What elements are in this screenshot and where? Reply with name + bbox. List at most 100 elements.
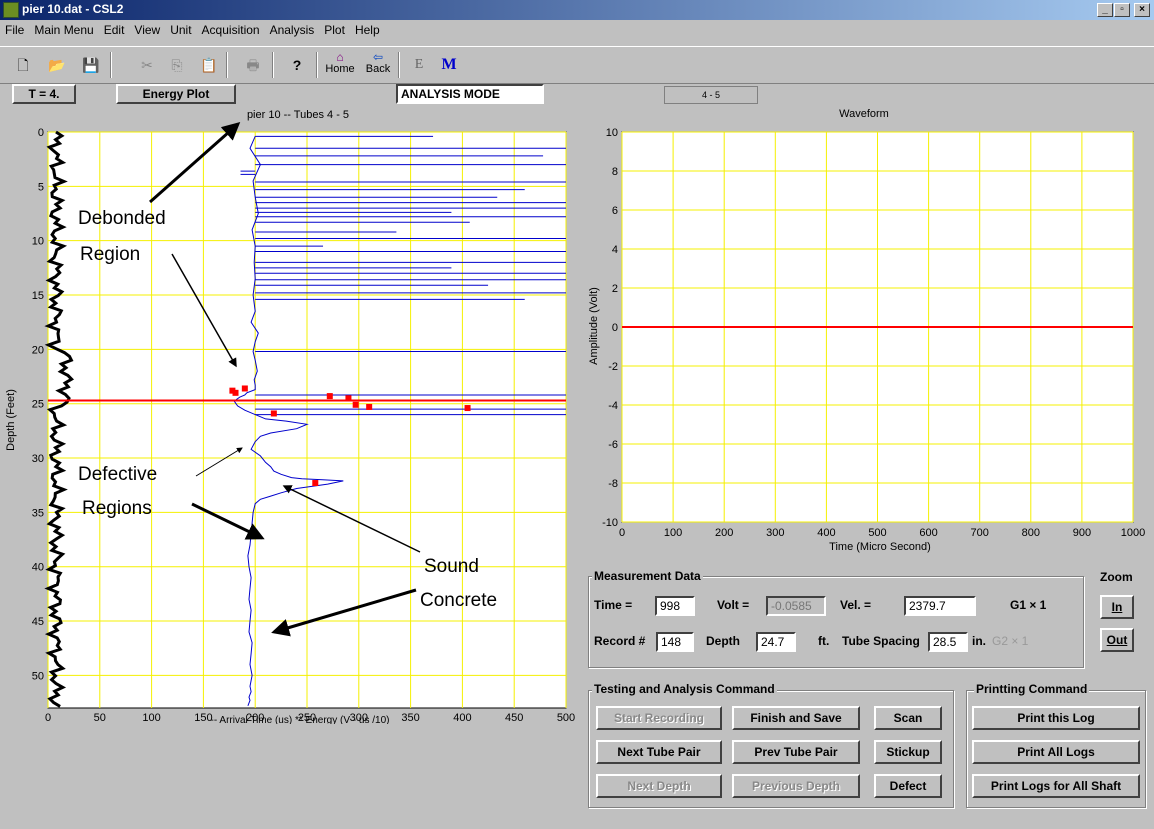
waveform-y-axis-label: Amplitude (Volt) [588, 287, 600, 365]
y-tick-label: -10 [602, 517, 618, 529]
y-axis-label: Depth (Feet) [5, 389, 17, 451]
save-icon[interactable]: 💾 [82, 57, 100, 73]
mode-label: ANALYSIS MODE [396, 84, 544, 104]
annotation-arrow [195, 447, 243, 477]
t-button[interactable]: T = 4. [12, 84, 76, 104]
annotation-defective-line1: Defective [78, 464, 157, 485]
minimize-button[interactable]: _ [1097, 3, 1113, 17]
y-tick-label: 2 [612, 283, 618, 295]
menu-acquisition[interactable]: Acquisition [201, 23, 260, 37]
x-tick-label: 100 [664, 527, 682, 539]
home-label: Home [325, 63, 355, 75]
scan-button[interactable]: Scan [874, 706, 942, 730]
y-tick-label: 8 [612, 166, 618, 178]
defect-point [326, 393, 333, 400]
maximize-button[interactable]: ▫ [1114, 3, 1130, 17]
help-icon[interactable]: ? [292, 57, 302, 73]
prev-tube-pair-button[interactable]: Prev Tube Pair [732, 740, 860, 764]
menu-analysis[interactable]: Analysis [269, 23, 315, 37]
spacing-label: Tube Spacing [842, 634, 920, 648]
annotation-defective-line2: Regions [82, 498, 152, 519]
zoom-in-button[interactable]: In [1100, 595, 1134, 619]
x-tick-label: 400 [817, 527, 835, 539]
y-tick-label: -8 [608, 478, 618, 490]
defect-button[interactable]: Defect [874, 774, 942, 798]
print-all-logs-button[interactable]: Print All Logs [972, 740, 1140, 764]
x-tick-label: 50 [94, 712, 106, 724]
x-tick-label: 200 [246, 712, 264, 724]
menu-main-menu[interactable]: Main Menu [34, 23, 94, 37]
open-folder-icon[interactable]: 📂 [48, 57, 66, 73]
print-this-log-button[interactable]: Print this Log [972, 706, 1140, 730]
x-tick-label: 1000 [1121, 527, 1145, 539]
menu-view[interactable]: View [134, 23, 161, 37]
x-tick-label: 250 [298, 712, 316, 724]
annotation-arrow [191, 502, 265, 540]
x-tick-label: 500 [557, 712, 575, 724]
y-tick-label: 50 [32, 670, 44, 682]
energy-plot-button[interactable]: Energy Plot [116, 84, 236, 104]
velocity-field[interactable]: 2379.7 [904, 596, 976, 616]
menu-plot[interactable]: Plot [324, 23, 345, 37]
volt-field: -0.0585 [766, 596, 826, 616]
e-button[interactable]: E [414, 57, 424, 72]
menu-bar: File Main Menu Edit View Unit Acquisition Anal… [0, 21, 1154, 41]
x-tick-label: 0 [619, 527, 625, 539]
vel-label: Vel. = [840, 598, 872, 612]
y-tick-label: 35 [32, 507, 44, 519]
next-depth-button[interactable]: Next Depth [596, 774, 722, 798]
y-tick-label: 30 [32, 453, 44, 465]
m-button[interactable]: M [441, 56, 457, 73]
spacing-field[interactable]: 28.5 [928, 632, 968, 652]
y-tick-label: 0 [38, 127, 44, 139]
menu-help[interactable]: Help [354, 23, 380, 37]
x-tick-label: 150 [194, 712, 212, 724]
previous-depth-button[interactable]: Previous Depth [732, 774, 860, 798]
tube-indicator: 4 - 5 [664, 86, 758, 104]
time-field[interactable]: 998 [655, 596, 695, 616]
start-recording-button[interactable]: Start Recording [596, 706, 722, 730]
annotation-arrow [149, 122, 241, 204]
x-tick-label: 900 [1073, 527, 1091, 539]
zoom-out-button[interactable]: Out [1100, 628, 1134, 652]
new-file-icon[interactable]: 🗋 [17, 57, 29, 73]
home-icon: ⌂ [336, 50, 344, 64]
g2-label: G2 × 1 [992, 634, 1029, 648]
y-tick-label: 25 [32, 399, 44, 411]
y-tick-label: 4 [612, 244, 618, 256]
menu-file[interactable]: File [5, 23, 25, 37]
cut-icon[interactable]: ✂ [141, 57, 153, 73]
back-button[interactable]: ⇦ Back [362, 51, 394, 79]
copy-icon[interactable]: ⎘ [171, 57, 183, 73]
annotation-debonded-line2: Region [80, 244, 140, 265]
back-arrow-icon: ⇦ [372, 50, 384, 64]
finish-save-button[interactable]: Finish and Save [732, 706, 860, 730]
zoom-title: Zoom [1100, 570, 1133, 584]
x-tick-label: 0 [45, 712, 51, 724]
menu-unit[interactable]: Unit [170, 23, 192, 37]
g1-label: G1 × 1 [1010, 598, 1047, 612]
record-field[interactable]: 148 [656, 632, 694, 652]
annotation-debonded-line1: Debonded [78, 208, 166, 229]
paste-icon[interactable]: 📋 [200, 57, 218, 73]
depth-field[interactable]: 24.7 [756, 632, 796, 652]
back-label: Back [365, 63, 391, 75]
stickup-button[interactable]: Stickup [874, 740, 942, 764]
print-icon[interactable]: 🖶 [246, 57, 260, 73]
x-tick-label: 400 [453, 712, 471, 724]
y-tick-label: 0 [612, 322, 618, 334]
close-button[interactable]: × [1134, 3, 1150, 17]
home-button[interactable]: ⌂ Home [324, 51, 356, 79]
printing-title: Printting Command [974, 682, 1090, 696]
menu-edit[interactable]: Edit [103, 23, 125, 37]
print-logs-all-shaft-button[interactable]: Print Logs for All Shaft [972, 774, 1140, 798]
next-tube-pair-button[interactable]: Next Tube Pair [596, 740, 722, 764]
annotation-arrow [282, 485, 421, 553]
defect-point [229, 387, 236, 394]
waveform-title: Waveform [839, 108, 889, 120]
y-tick-label: 40 [32, 562, 44, 574]
waveform-x-axis-label: Time (Micro Second) [829, 541, 931, 553]
defect-point [241, 385, 248, 392]
energy-trace [44, 130, 75, 708]
y-tick-label: 15 [32, 290, 44, 302]
